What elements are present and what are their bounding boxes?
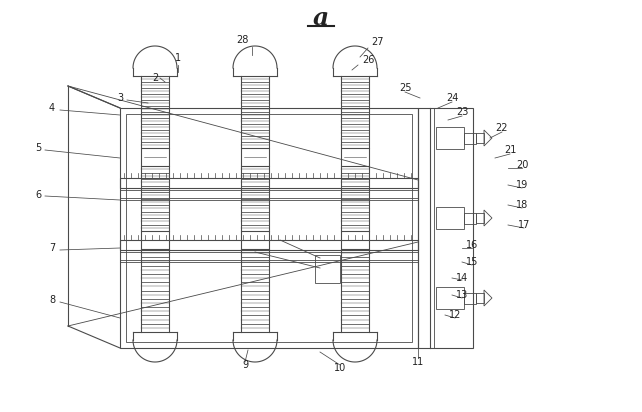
Bar bbox=[476, 293, 484, 303]
Bar bbox=[464, 133, 476, 144]
Text: 18: 18 bbox=[516, 200, 528, 210]
Bar bbox=[120, 252, 418, 260]
Bar bbox=[341, 148, 369, 166]
Bar bbox=[241, 231, 269, 249]
Bar bbox=[120, 190, 418, 198]
Bar bbox=[341, 231, 369, 249]
Text: 19: 19 bbox=[516, 180, 528, 190]
Text: 13: 13 bbox=[456, 290, 468, 300]
Text: 4: 4 bbox=[49, 103, 55, 113]
Text: 11: 11 bbox=[412, 357, 424, 367]
Text: 14: 14 bbox=[456, 273, 468, 283]
Text: 12: 12 bbox=[449, 310, 461, 320]
Bar bbox=[126, 114, 412, 342]
Bar bbox=[464, 213, 476, 224]
Bar bbox=[418, 108, 473, 348]
Text: 2: 2 bbox=[152, 73, 158, 83]
Text: 3: 3 bbox=[117, 93, 123, 103]
Bar bbox=[315, 255, 340, 283]
Bar bbox=[436, 127, 464, 149]
Bar bbox=[436, 207, 464, 229]
Text: 27: 27 bbox=[372, 37, 385, 47]
Bar bbox=[141, 148, 169, 166]
Bar bbox=[120, 108, 418, 348]
Bar bbox=[476, 213, 484, 223]
Text: 20: 20 bbox=[516, 160, 528, 170]
Text: 23: 23 bbox=[456, 107, 468, 117]
Bar bbox=[436, 287, 464, 309]
Text: 6: 6 bbox=[35, 190, 41, 200]
Text: 10: 10 bbox=[334, 363, 346, 373]
Text: 25: 25 bbox=[399, 83, 412, 93]
Text: 1: 1 bbox=[175, 53, 181, 63]
Bar bbox=[464, 293, 476, 304]
Text: 9: 9 bbox=[242, 360, 248, 370]
Text: 24: 24 bbox=[446, 93, 458, 103]
Text: 7: 7 bbox=[49, 243, 55, 253]
Text: 5: 5 bbox=[35, 143, 41, 153]
Text: 17: 17 bbox=[518, 220, 530, 230]
Bar bbox=[241, 148, 269, 166]
Text: 26: 26 bbox=[362, 55, 374, 65]
Text: 28: 28 bbox=[236, 35, 248, 45]
Bar bbox=[120, 240, 418, 250]
Text: 21: 21 bbox=[504, 145, 516, 155]
Text: a: a bbox=[313, 6, 329, 30]
Bar bbox=[476, 133, 484, 143]
Bar bbox=[141, 231, 169, 249]
Text: 22: 22 bbox=[496, 123, 508, 133]
Text: 16: 16 bbox=[466, 240, 478, 250]
Text: 15: 15 bbox=[466, 257, 478, 267]
Bar bbox=[120, 178, 418, 188]
Text: 8: 8 bbox=[49, 295, 55, 305]
